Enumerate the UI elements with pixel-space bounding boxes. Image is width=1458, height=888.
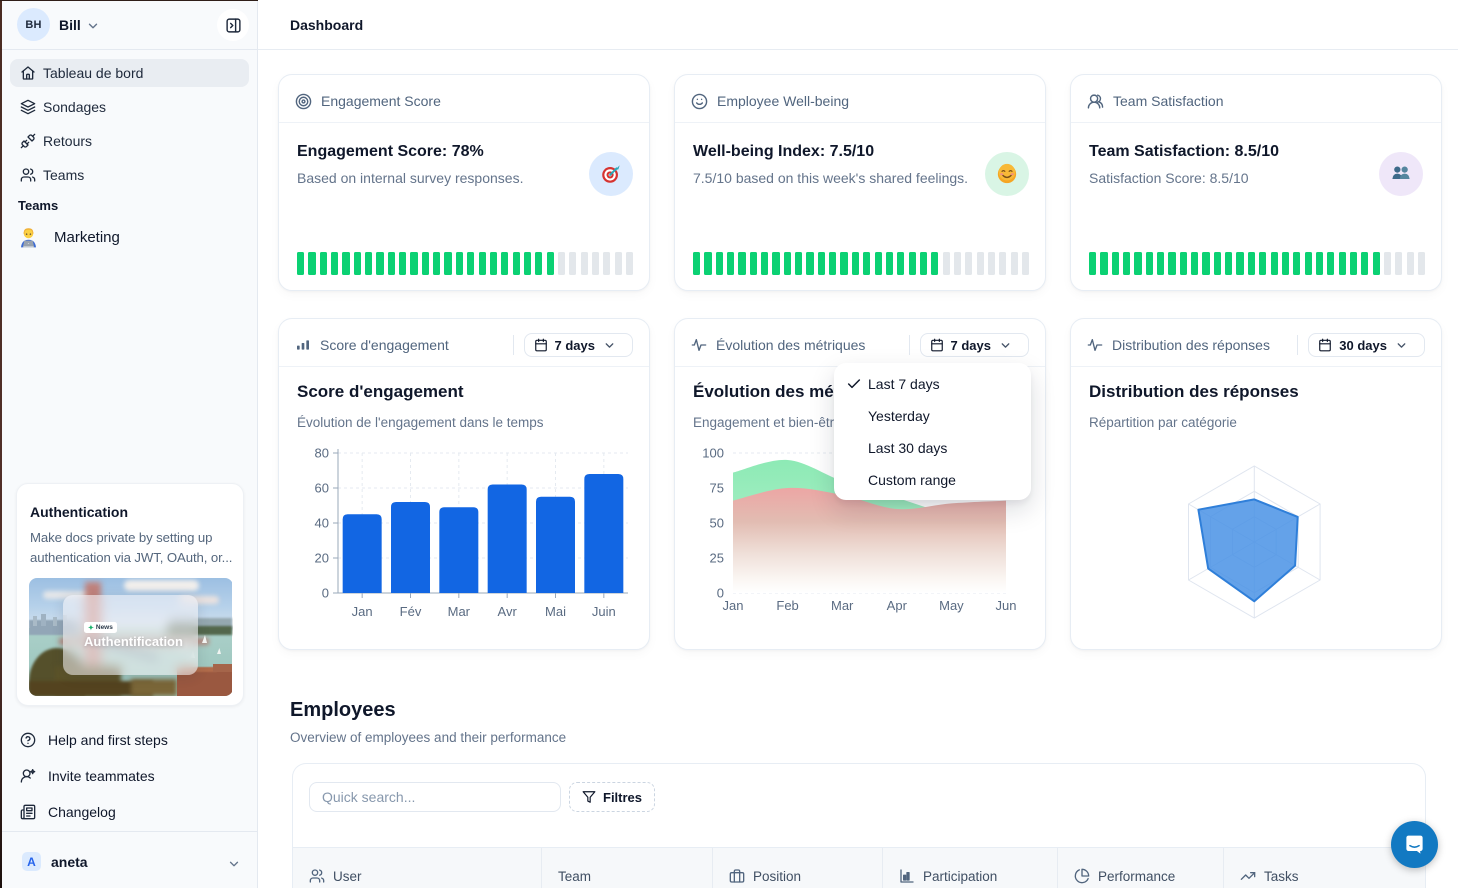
svg-text:75: 75 xyxy=(710,481,724,496)
svg-text:Mar: Mar xyxy=(448,604,471,619)
svg-text:0: 0 xyxy=(717,586,724,601)
svg-text:25: 25 xyxy=(710,551,724,566)
svg-text:0: 0 xyxy=(322,586,329,601)
svg-text:40: 40 xyxy=(315,516,329,531)
svg-text:Jan: Jan xyxy=(352,604,373,619)
svg-text:Mai: Mai xyxy=(545,604,566,619)
svg-text:Apr: Apr xyxy=(887,598,908,613)
svg-text:20: 20 xyxy=(315,551,329,566)
svg-text:100: 100 xyxy=(702,446,724,461)
svg-text:50: 50 xyxy=(710,516,724,531)
svg-text:Mar: Mar xyxy=(831,598,854,613)
svg-text:Jan: Jan xyxy=(723,598,744,613)
svg-text:May: May xyxy=(939,598,964,613)
svg-text:60: 60 xyxy=(315,481,329,496)
svg-text:Fév: Fév xyxy=(400,604,422,619)
svg-text:Avr: Avr xyxy=(498,604,518,619)
svg-text:Juin: Juin xyxy=(592,604,616,619)
svg-text:Jun: Jun xyxy=(996,598,1017,613)
svg-text:Feb: Feb xyxy=(776,598,798,613)
svg-text:80: 80 xyxy=(315,446,329,461)
